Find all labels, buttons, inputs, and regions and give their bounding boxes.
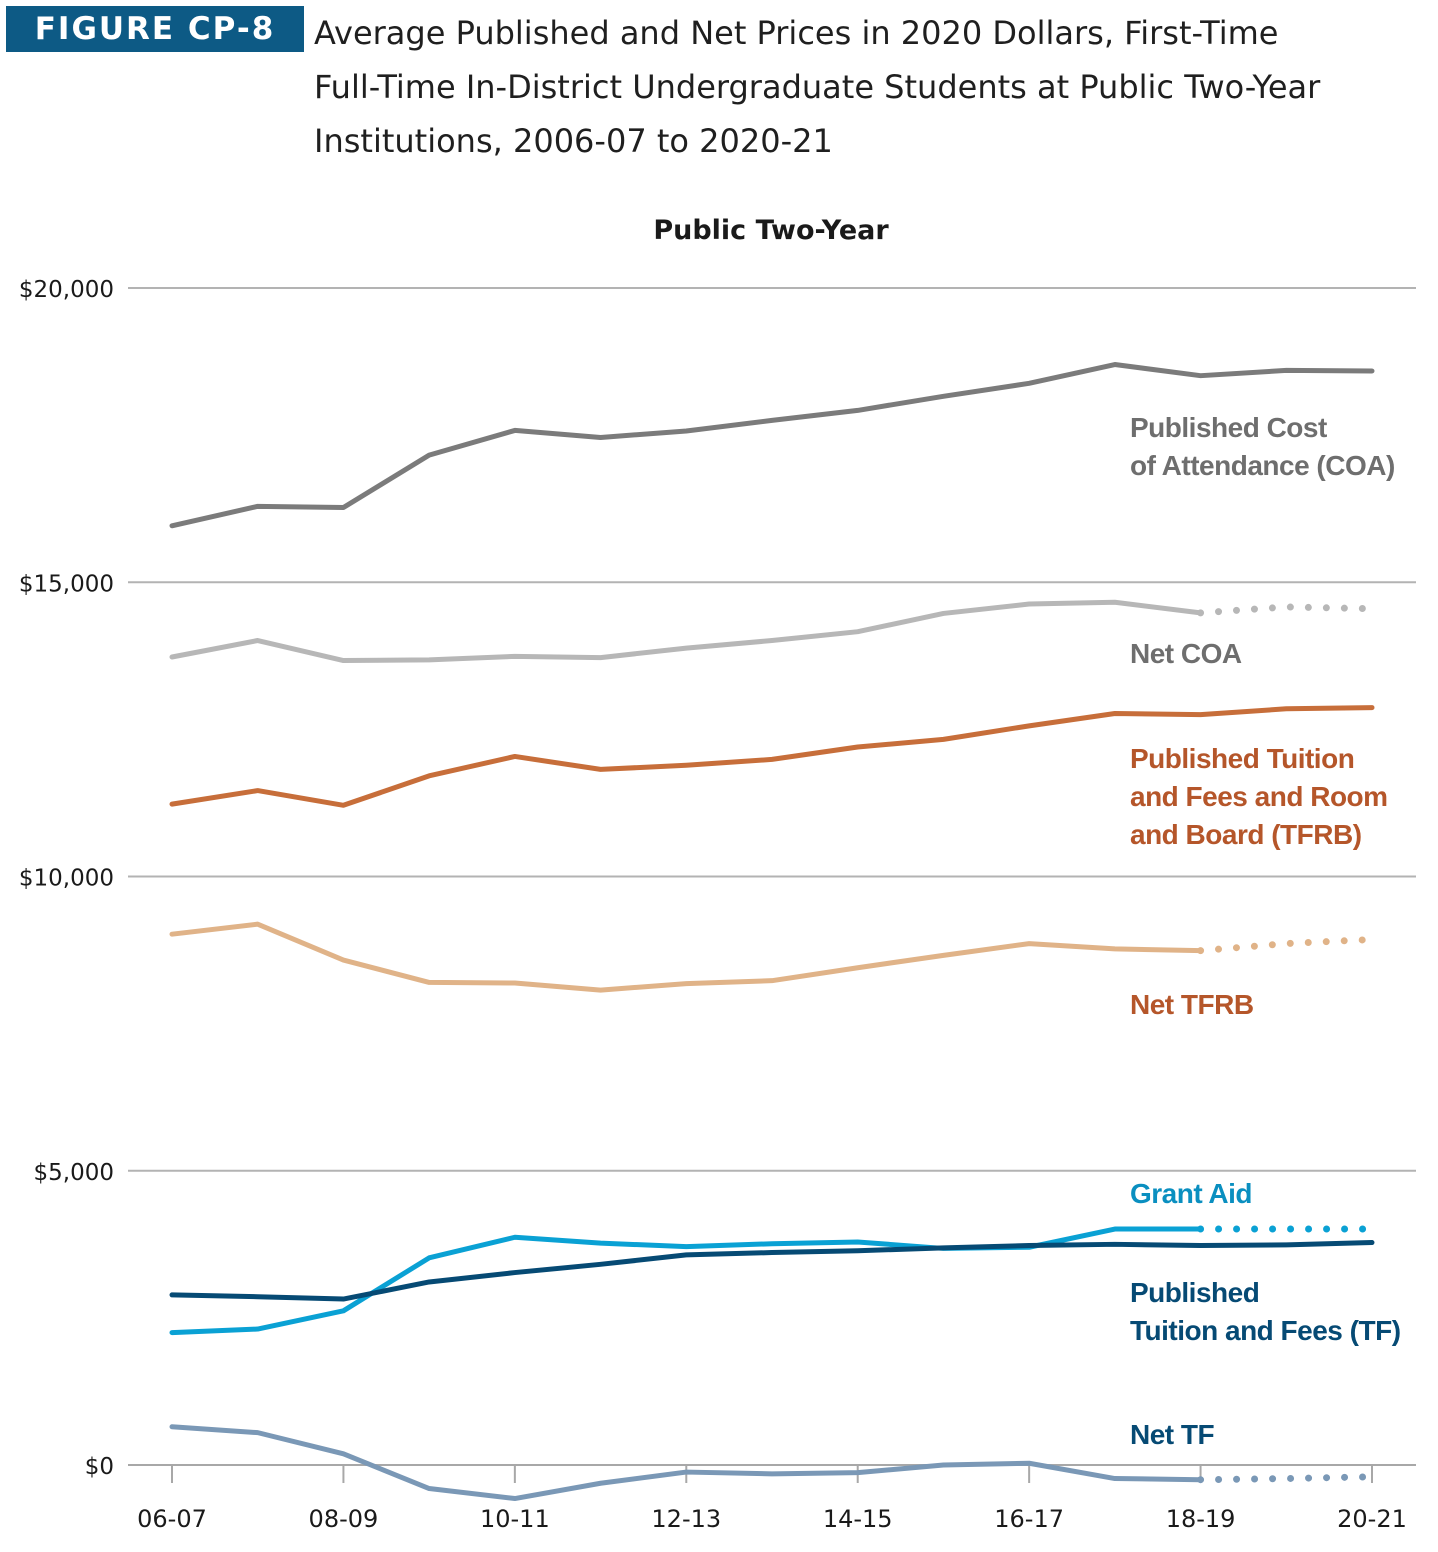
x-tick-label: 08-09 (309, 1505, 379, 1533)
y-tick-label: $10,000 (19, 866, 114, 892)
series-projection-net-tf (1197, 1473, 1376, 1484)
series-label-net-tf: Net TF (1130, 1419, 1215, 1450)
series-label-published-tuition-and-fees-and-room-and-board-tfrb: Published Tuition (1130, 743, 1354, 774)
x-tick-label: 14-15 (823, 1505, 893, 1533)
series-projection-net-coa (1197, 603, 1376, 617)
y-tick-label: $5,000 (34, 1160, 114, 1186)
series-label-published-cost-of-attendance-coa: Published Cost (1130, 412, 1327, 443)
series-line-published-cost-of-attendance-coa (169, 362, 1375, 529)
series-label-net-coa: Net COA (1130, 638, 1242, 669)
series-line-net-tf (169, 1424, 1204, 1502)
figure-label: FIGURE CP-8 (6, 6, 304, 52)
series-label-published-cost-of-attendance-coa: of Attendance (COA) (1130, 450, 1395, 481)
x-tick-label: 06-07 (137, 1505, 207, 1533)
y-tick-label: $20,000 (19, 277, 114, 303)
series-line-published-tuition-and-fees-tf (169, 1240, 1375, 1302)
series-line-net-tfrb (169, 921, 1204, 993)
y-tick-label: $15,000 (19, 571, 114, 597)
x-tick-label: 10-11 (480, 1505, 550, 1533)
series-lines (169, 362, 1376, 1502)
series-label-published-tuition-and-fees-tf: Published (1130, 1277, 1259, 1308)
series-label-published-tuition-and-fees-and-room-and-board-tfrb: and Fees and Room (1130, 781, 1388, 812)
series-projection-net-tfrb (1197, 935, 1376, 955)
y-axis: $0 $5,000 $10,000 $15,000 $20,000 (19, 277, 114, 1480)
series-label-net-tfrb: Net TFRB (1130, 989, 1254, 1020)
series-label-grant-aid: Grant Aid (1130, 1178, 1252, 1209)
figure-title-line: Full-Time In-District Undergraduate Stud… (314, 68, 1321, 106)
x-axis: 06-07 08-09 10-11 12-13 14-15 16-17 18-19 20-21 (137, 1465, 1407, 1533)
x-tick-label: 16-17 (994, 1505, 1064, 1533)
x-tick-label: 20-21 (1337, 1505, 1407, 1533)
series-labels: Published Cost of Attendance (COA) Net COA… (1130, 412, 1401, 1450)
series-label-published-tuition-and-fees-and-room-and-board-tfrb: and Board (TFRB) (1130, 819, 1362, 850)
figure-title: Average Published and Net Prices in 2020… (314, 6, 1424, 168)
chart-title: Public Two-Year (653, 215, 889, 246)
series-line-net-coa (169, 599, 1204, 664)
figure-title-line: Average Published and Net Prices in 2020… (314, 14, 1279, 52)
figure-title-line: Institutions, 2006-07 to 2020-21 (314, 122, 833, 160)
series-line-published-tuition-and-fees-and-room-and-board-tfrb (169, 705, 1375, 808)
x-tick-label: 12-13 (651, 1505, 721, 1533)
gridlines (128, 287, 1416, 1466)
x-tick-label: 18-19 (1166, 1505, 1236, 1533)
y-tick-label: $0 (85, 1454, 114, 1480)
series-label-published-tuition-and-fees-tf: Tuition and Fees (TF) (1130, 1315, 1401, 1346)
